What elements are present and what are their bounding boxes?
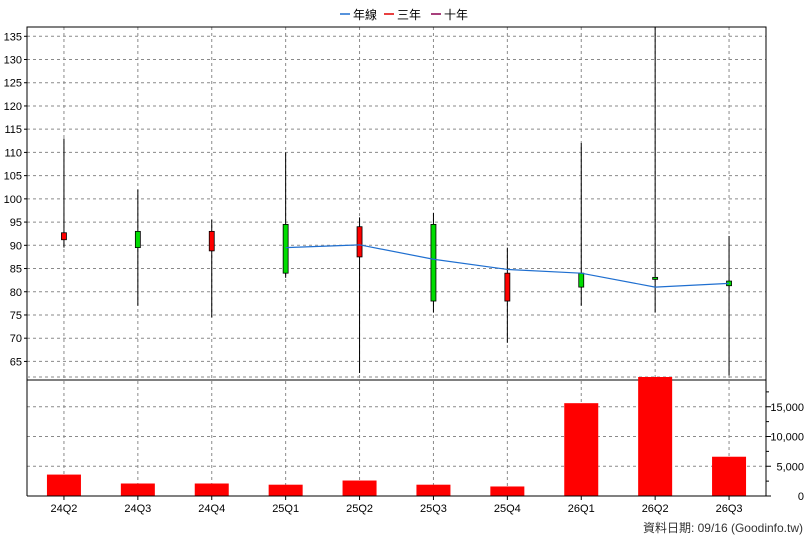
price-tick-label: 105 [4, 171, 22, 183]
x-tick-label: 24Q4 [198, 503, 225, 515]
price-frame [26, 26, 767, 381]
annual-line [285, 244, 730, 288]
date-footer: 資料日期: 09/16 (Goodinfo.tw) [643, 521, 803, 535]
volume-bar [416, 484, 451, 496]
volume-bars [46, 377, 747, 496]
price-tick-label: 70 [10, 333, 22, 345]
legend-label: 年線 [353, 7, 377, 22]
volume-bar [712, 456, 747, 496]
volume-bar [638, 377, 673, 496]
price-tick-label: 115 [4, 124, 22, 136]
volume-bar [342, 480, 377, 496]
volume-tick-label: 5,000 [776, 461, 804, 473]
candle-body [652, 276, 659, 280]
price-tick-label: 135 [4, 31, 22, 43]
price-tick-label: 120 [4, 101, 22, 113]
candle-body [61, 232, 67, 241]
candle-body [134, 230, 141, 249]
x-tick-label: 26Q3 [716, 503, 743, 515]
price-tick-label: 65 [10, 356, 22, 368]
price-tick-label: 85 [10, 264, 22, 276]
price-tick-label: 75 [10, 310, 22, 322]
candle-body [208, 230, 215, 252]
candle-body [356, 226, 363, 258]
price-tick-label: 95 [10, 217, 22, 229]
x-axis: 24Q2 24Q3 24Q4 25Q1 25Q2 25Q3 25Q4 26Q1 26Q2 26Q3 [27, 495, 766, 515]
volume-bar [120, 483, 155, 496]
volume-bar [490, 486, 525, 496]
volume-tick-label: 0 [798, 491, 804, 503]
x-tick-label: 25Q1 [272, 503, 299, 515]
x-tick-label: 26Q1 [568, 503, 595, 515]
price-tick-label: 110 [4, 147, 22, 159]
x-tick-label: 24Q3 [124, 503, 151, 515]
volume-bar [564, 403, 599, 496]
x-tick-label: 25Q4 [494, 503, 521, 515]
annual-line-path [285, 244, 730, 288]
x-tick-label: 25Q2 [346, 503, 373, 515]
x-tick-label: 26Q2 [642, 503, 669, 515]
price-tick-label: 125 [4, 78, 22, 90]
price-y-axis: 65 70 75 80 85 90 95 100 105 110 115 120 125 130 135 [4, 26, 767, 381]
volume-bar [194, 483, 229, 496]
price-tick-label: 80 [10, 287, 22, 299]
legend-label: 十年 [444, 8, 468, 22]
x-tick-label: 24Q2 [50, 503, 77, 515]
x-tick-label: 25Q3 [420, 503, 447, 515]
volume-tick-label: 15,000 [770, 402, 804, 414]
price-tick-label: 90 [10, 240, 22, 252]
legend-label: 三年 [397, 8, 421, 22]
candle-body [504, 272, 511, 302]
volume-bar [46, 474, 81, 496]
price-tick-label: 130 [4, 55, 22, 67]
candle-body [282, 224, 289, 274]
candle-body [578, 272, 585, 288]
price-tick-label: 100 [4, 194, 22, 206]
volume-tick-label: 10,000 [770, 432, 804, 444]
candle-body [430, 224, 437, 302]
volume-y-axis: 0 5,000 10,000 15,000 [26, 380, 804, 503]
legend: 年線 三年 十年 [340, 7, 468, 22]
volume-bar [268, 484, 303, 496]
candles [61, 27, 732, 376]
